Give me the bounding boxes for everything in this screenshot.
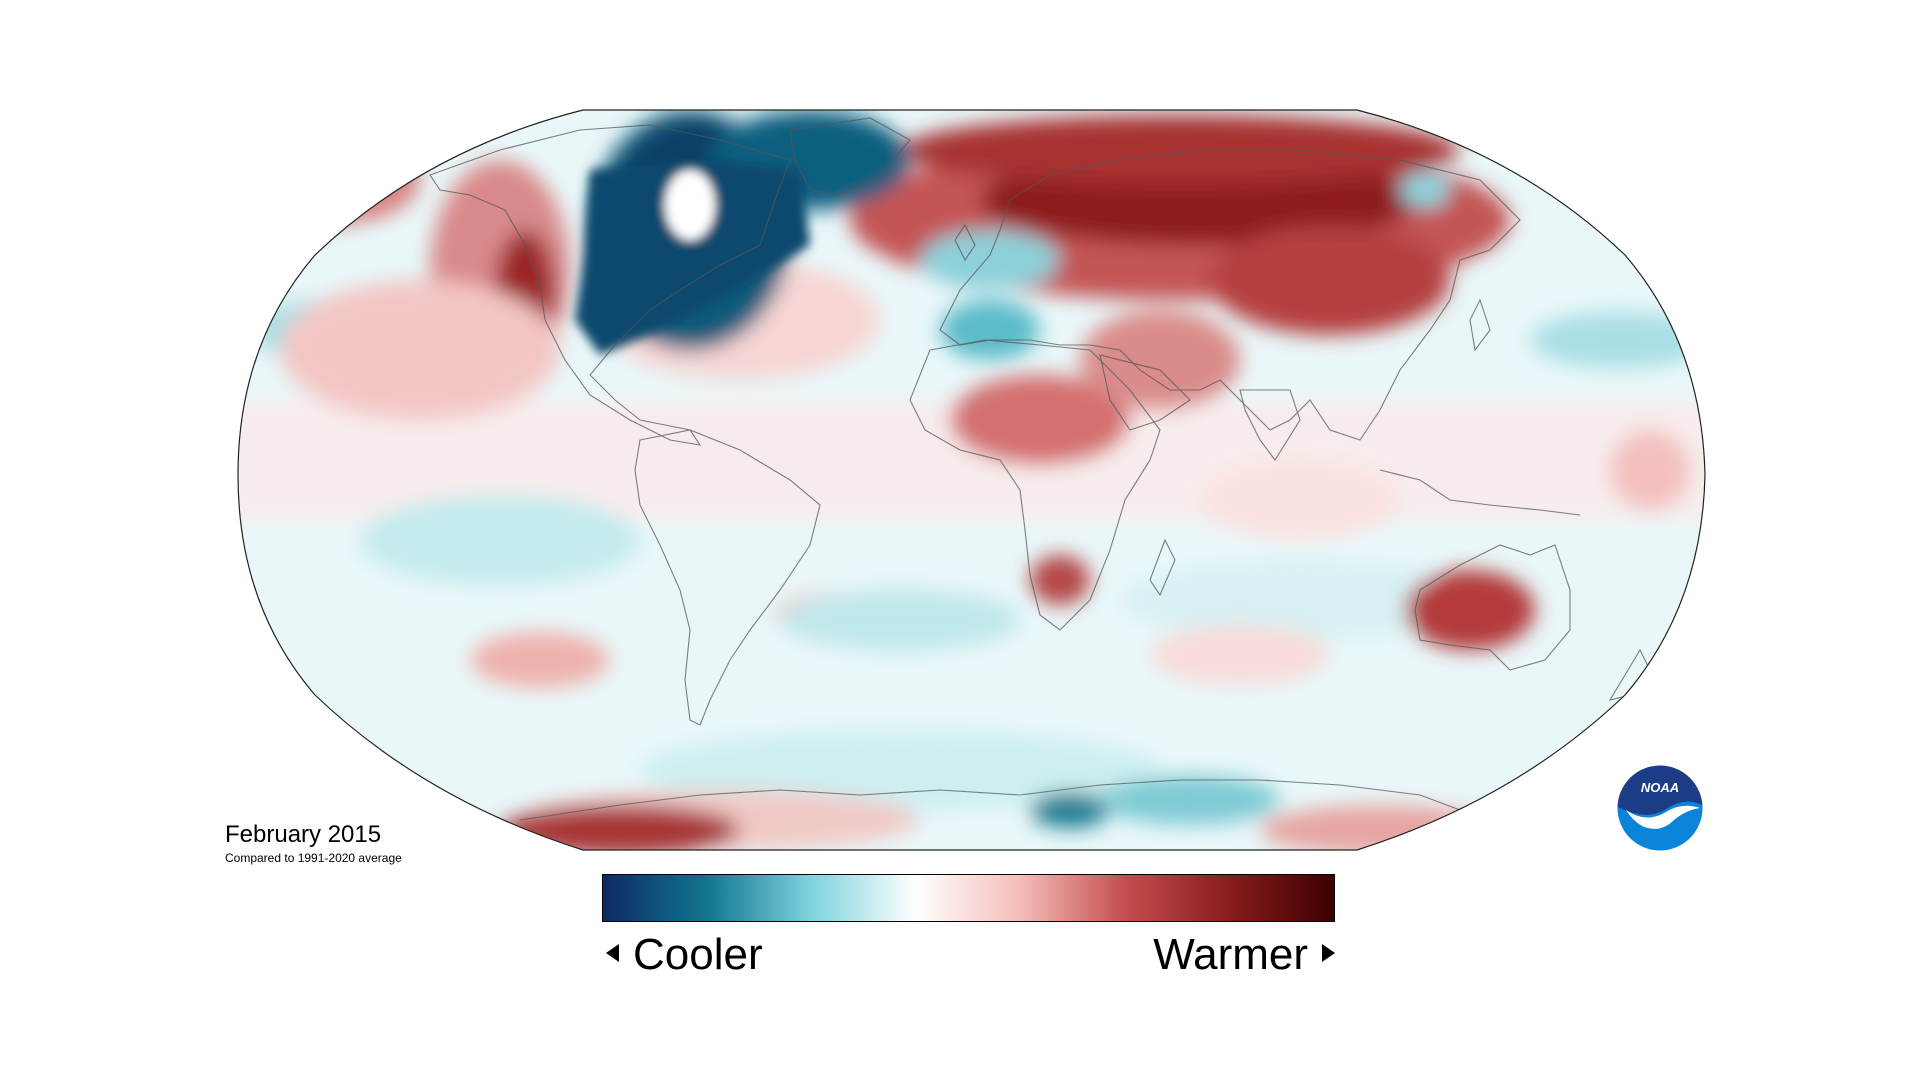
globe-outline [237,109,1706,851]
coastlines [429,117,1651,821]
color-scale-bar [602,874,1335,922]
cooler-label: Cooler [633,930,763,979]
map-subtitle: Compared to 1991-2020 average [225,851,402,865]
triangle-right-icon [1322,944,1335,963]
triangle-left-icon [606,944,619,963]
noaa-logo-icon: NOAA [1616,764,1704,852]
cooler-legend: Cooler [606,927,763,983]
anomaly-field [238,110,1705,850]
map-title: February 2015 [225,821,382,848]
warmer-label: Warmer [1153,930,1308,979]
warmer-legend: Warmer [1153,927,1335,983]
noaa-logo-text: NOAA [1641,780,1679,795]
